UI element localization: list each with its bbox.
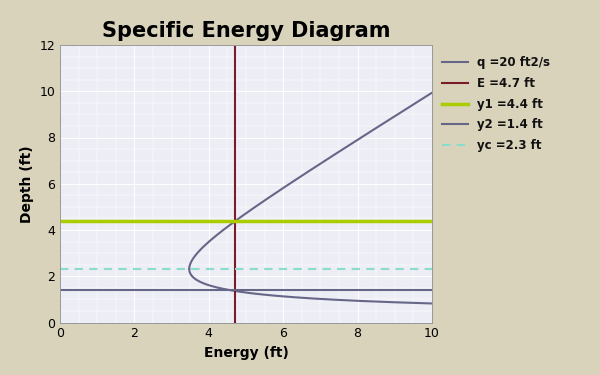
- q =20 ft2/s: [428, 90, 436, 95]
- y1 =4.4 ft: [94, 219, 101, 223]
- y1 =4.4 ft: [56, 219, 64, 223]
- Legend: q =20 ft2/s, E =4.7 ft, y1 =4.4 ft, y2 =1.4 ft, yc =2.3 ft: q =20 ft2/s, E =4.7 ft, y1 =4.4 ft, y2 =…: [442, 57, 550, 152]
- q =20 ft2/s: [263, 196, 271, 201]
- E =4.7 ft: [231, 320, 238, 325]
- q =20 ft2/s: [300, 172, 307, 177]
- q =20 ft2/s: [338, 148, 346, 152]
- q =20 ft2/s: [197, 247, 205, 251]
- Title: Specific Energy Diagram: Specific Energy Diagram: [102, 21, 390, 40]
- y2 =1.4 ft: [94, 288, 101, 292]
- q =20 ft2/s: [217, 230, 224, 234]
- yc =2.3 ft: [56, 267, 64, 272]
- X-axis label: Energy (ft): Energy (ft): [203, 346, 289, 360]
- q =20 ft2/s: [185, 267, 193, 271]
- Y-axis label: Depth (ft): Depth (ft): [20, 145, 34, 223]
- y2 =1.4 ft: [56, 288, 64, 292]
- q =20 ft2/s: [263, 197, 270, 201]
- Line: q =20 ft2/s: q =20 ft2/s: [189, 93, 432, 269]
- E =4.7 ft: [231, 297, 238, 302]
- yc =2.3 ft: [94, 267, 101, 272]
